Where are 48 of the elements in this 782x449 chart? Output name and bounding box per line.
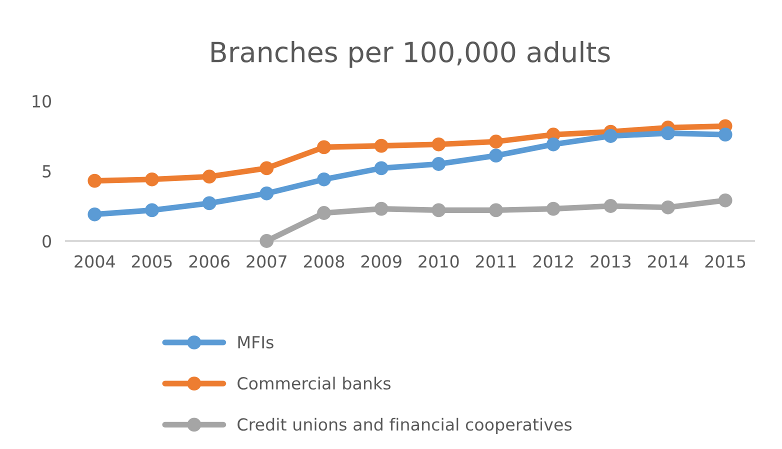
point (145, 172, 159, 186)
x-tick-label: 2015 (705, 255, 746, 268)
point (432, 157, 446, 171)
y-tick-label: 0 (42, 234, 52, 248)
point (718, 128, 732, 142)
y-tick-label: 5 (42, 165, 51, 178)
point (604, 129, 618, 143)
point (546, 137, 560, 152)
x-tick-label: 2005 (132, 255, 172, 268)
point (145, 203, 159, 218)
point (661, 200, 675, 214)
x-tick-label: 2014 (648, 255, 688, 268)
point (546, 202, 560, 216)
point (718, 193, 732, 208)
point (432, 203, 446, 218)
x-tick-label: 2011 (476, 255, 516, 268)
point (88, 174, 102, 188)
y-tick-label: 10 (32, 94, 52, 108)
point (489, 134, 503, 149)
point (489, 148, 503, 163)
x-tick-label: 2010 (418, 255, 459, 268)
point (604, 199, 618, 213)
point (374, 138, 388, 153)
point (317, 172, 331, 186)
point (489, 203, 503, 218)
point (661, 126, 675, 140)
x-tick-label: 2013 (590, 255, 631, 268)
point (317, 140, 331, 154)
legend-label: Credit unions and financial cooperatives (238, 418, 572, 434)
point (260, 234, 274, 248)
point (374, 202, 388, 216)
chart-title: Branches per 100,000 adults (212, 41, 610, 68)
point (260, 186, 274, 200)
legend-label: MFIs (238, 336, 274, 349)
x-tick-label: 2004 (74, 255, 115, 268)
point (202, 196, 216, 210)
point (317, 206, 331, 220)
x-tick-label: 2009 (361, 255, 402, 268)
point (88, 207, 102, 222)
x-tick-label: 2006 (189, 255, 230, 268)
point (260, 161, 274, 176)
x-tick-label: 2008 (304, 255, 344, 268)
x-tick-label: 2012 (533, 255, 573, 268)
point (202, 170, 216, 184)
x-tick-label: 2007 (246, 255, 286, 268)
legend-label: Commercial banks (238, 376, 391, 390)
point (432, 137, 446, 152)
point (374, 161, 388, 176)
